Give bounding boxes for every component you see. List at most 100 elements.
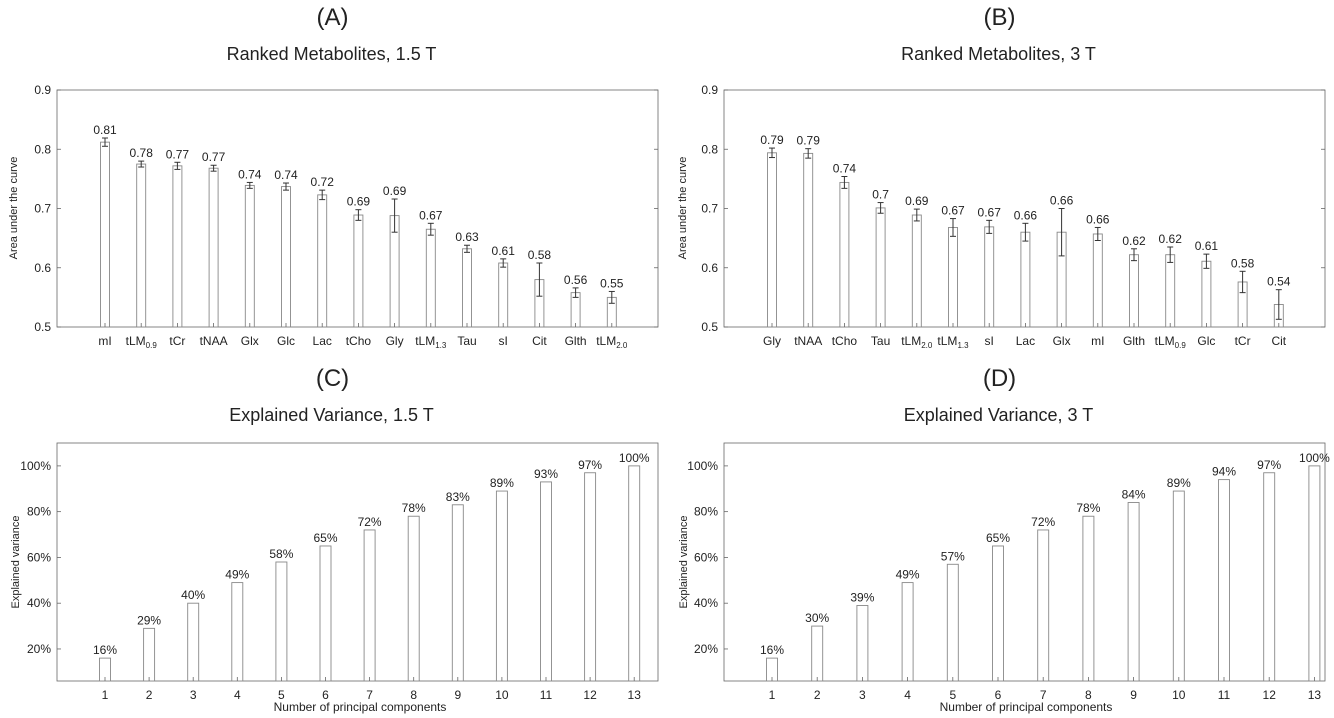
bar: [811, 625, 824, 682]
x-tick-label: Glx: [1053, 334, 1071, 348]
x-tick-label: tLM2.0: [901, 334, 933, 350]
bar: [1129, 254, 1139, 328]
x-tick-label: tNAA: [794, 334, 822, 348]
data-label: 89%: [1167, 476, 1191, 490]
x-tick-label: 3: [859, 688, 866, 702]
chart-title: Explained Variance, 3 T: [903, 405, 1094, 425]
data-label: 0.78: [130, 146, 154, 160]
bar: [100, 141, 110, 328]
bar: [984, 226, 995, 328]
bar: [451, 504, 464, 682]
x-tick-label: Gly: [386, 334, 404, 348]
data-label: 72%: [1031, 515, 1055, 529]
bar: [363, 529, 376, 682]
data-label: 49%: [225, 568, 249, 582]
data-label: 0.67: [978, 205, 1002, 219]
data-label: 0.79: [760, 133, 784, 147]
data-label: 0.69: [905, 194, 929, 208]
data-label: 0.74: [274, 168, 298, 182]
chart-area: 0.5 0.6 0.7 0.8 0.9 0.81 mI 0.78 tLM0.9 0.77 tCr 0.…: [34, 83, 659, 350]
x-tick-label: 9: [454, 688, 461, 702]
y-tick-label: 0.6: [34, 261, 51, 275]
data-label: 0.62: [1159, 232, 1183, 246]
bar: [839, 181, 850, 328]
bar: [275, 561, 288, 682]
chart-title: Ranked Metabolites, 1.5 T: [226, 44, 437, 64]
x-axis-label: Number of principal components: [939, 700, 1113, 714]
y-tick-label: 80%: [27, 505, 51, 519]
bar: [462, 248, 472, 328]
x-tick-label: Glc: [1197, 334, 1215, 348]
data-label: 0.79: [797, 134, 821, 148]
data-label: 84%: [1122, 488, 1146, 502]
bar: [901, 582, 914, 682]
panel-d: (D) Explained Variance, 3 T Explained va…: [667, 359, 1334, 718]
y-tick-label: 100%: [20, 459, 51, 473]
y-tick-label: 0.8: [701, 142, 718, 156]
data-label: 58%: [269, 547, 293, 561]
data-label: 0.77: [166, 147, 190, 161]
bar: [948, 227, 958, 328]
x-tick-label: Glx: [241, 334, 259, 348]
x-tick-label: 12: [1263, 688, 1277, 702]
bar: [1127, 502, 1140, 682]
x-tick-label: 11: [1218, 688, 1231, 702]
y-tick-label: 0.8: [34, 142, 51, 156]
data-label: 93%: [534, 467, 558, 481]
x-tick-label: 3: [190, 688, 197, 702]
data-label: 0.55: [600, 276, 624, 290]
x-tick-label: 1: [769, 688, 776, 702]
x-tick-label: sI: [499, 334, 508, 348]
x-tick-label: 10: [495, 688, 509, 702]
data-label: 0.56: [564, 273, 588, 287]
bar: [1082, 515, 1095, 682]
bar: [803, 152, 814, 328]
data-label: 65%: [986, 531, 1010, 545]
y-tick-label: 0.7: [34, 202, 51, 216]
bar: [540, 481, 552, 682]
x-axis-label: Number of principal components: [273, 700, 447, 714]
y-tick-label: 0.5: [34, 320, 51, 334]
bar: [1172, 490, 1185, 682]
x-tick-label: tCho: [832, 334, 858, 348]
bar: [208, 167, 219, 328]
data-label: 0.81: [93, 123, 117, 137]
x-tick-label: Lac: [1016, 334, 1035, 348]
x-tick-label: tLM0.9: [1155, 334, 1187, 350]
data-label: 0.58: [528, 248, 552, 262]
data-label: 16%: [760, 643, 784, 657]
x-tick-label: 11: [540, 688, 553, 702]
data-label: 49%: [896, 568, 920, 582]
x-tick-label: tLM1.3: [937, 334, 969, 350]
plot-frame: [56, 442, 659, 682]
x-tick-label: tLM2.0: [596, 334, 628, 350]
data-label: 97%: [1257, 458, 1281, 472]
bar: [425, 228, 436, 328]
data-label: 100%: [1299, 451, 1330, 465]
x-tick-label: 6: [322, 688, 329, 702]
x-tick-label: mI: [1091, 334, 1104, 348]
x-tick-label: tCr: [1235, 334, 1251, 348]
data-label: 78%: [1076, 501, 1100, 515]
bar: [946, 563, 959, 682]
x-tick-label: Cit: [532, 334, 547, 348]
panel-b: (B) Ranked Metabolites, 3 T Area under t…: [667, 0, 1334, 359]
bar: [317, 194, 328, 328]
chart-title: Explained Variance, 1.5 T: [229, 405, 434, 425]
y-tick-label: 100%: [687, 459, 718, 473]
bar: [875, 207, 886, 328]
x-tick-label: tLM0.9: [126, 334, 158, 350]
bar: [628, 465, 641, 682]
bar: [136, 163, 147, 328]
data-label: 57%: [941, 549, 965, 563]
y-tick-label: 20%: [694, 642, 718, 656]
y-tick-label: 60%: [27, 550, 51, 564]
bar: [407, 515, 420, 682]
bar: [1201, 260, 1212, 328]
data-label: 0.63: [455, 230, 479, 244]
x-tick-label: 5: [949, 688, 956, 702]
data-label: 0.77: [202, 150, 226, 164]
y-tick-label: 40%: [694, 596, 718, 610]
x-tick-label: 7: [1040, 688, 1047, 702]
data-label: 0.66: [1050, 194, 1074, 208]
